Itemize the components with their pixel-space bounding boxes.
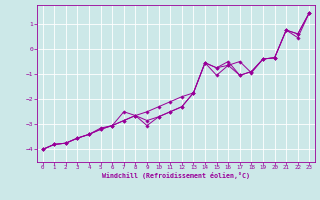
X-axis label: Windchill (Refroidissement éolien,°C): Windchill (Refroidissement éolien,°C) [102,172,250,179]
